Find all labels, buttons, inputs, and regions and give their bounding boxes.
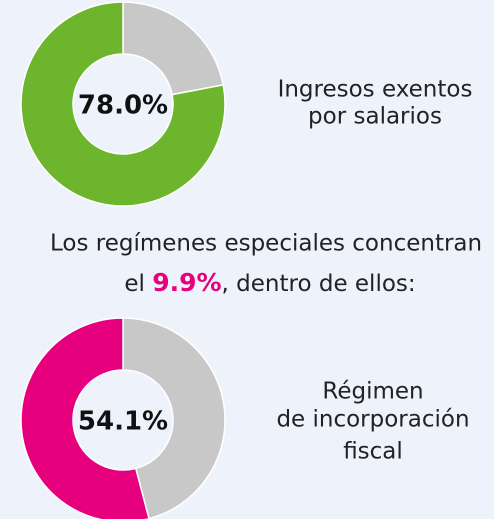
- category-label: Régimen: [322, 379, 423, 405]
- center-label: 54.1%: [78, 407, 168, 437]
- donut-slice: [20, 317, 150, 519]
- text: , dentro de ellos:: [222, 271, 416, 297]
- donut-slice: [20, 1, 226, 207]
- summary-line: Los regímenes especiales concentran: [50, 231, 482, 257]
- highlight: 9.9%: [152, 268, 221, 297]
- category-label: fiscal: [343, 439, 403, 465]
- category-label: Ingresos exentos: [278, 77, 473, 103]
- category-label: de incorporación: [276, 407, 469, 433]
- center-label: 78.0%: [78, 91, 168, 121]
- summary-line: el 9.9%, dentro de ellos:: [124, 268, 415, 297]
- donut-slice: [122, 1, 225, 96]
- donut-slice: [122, 317, 226, 519]
- category-label: por salarios: [308, 104, 442, 130]
- text: el: [124, 271, 152, 297]
